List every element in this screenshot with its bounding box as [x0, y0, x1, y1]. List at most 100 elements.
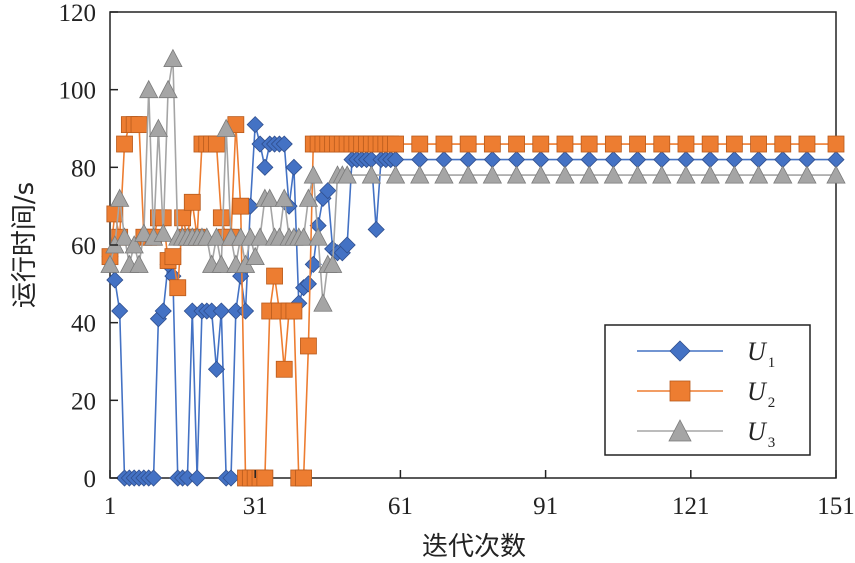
legend-label-subscript: 3 — [768, 435, 776, 451]
data-point-u3 — [110, 188, 130, 207]
data-point-u3 — [652, 165, 672, 184]
x-axis-label: 迭代次数 — [422, 532, 526, 562]
legend: U 1U 2U 3 — [604, 324, 811, 456]
data-point-u1 — [285, 158, 303, 176]
data-point-u3 — [250, 227, 270, 246]
data-point-u2 — [580, 135, 598, 153]
data-point-u3 — [676, 165, 696, 184]
data-point-u3 — [361, 165, 382, 184]
data-point-u3 — [308, 227, 328, 246]
data-point-u2 — [411, 135, 429, 153]
data-point-u3 — [797, 165, 817, 184]
data-point-u3 — [579, 165, 599, 184]
data-point-u1 — [256, 158, 274, 176]
data-point-u1 — [144, 469, 163, 487]
series-layer — [100, 48, 846, 487]
x-tick-label: 1 — [104, 493, 117, 520]
y-tick-label: 60 — [71, 233, 96, 260]
data-point-u3 — [337, 165, 357, 184]
series-u3 — [100, 48, 846, 312]
x-tick-label: 151 — [817, 493, 855, 520]
y-tick-label: 40 — [71, 311, 96, 338]
x-tick-label: 61 — [388, 493, 413, 520]
data-point-u2 — [130, 116, 148, 134]
data-point-u2 — [387, 135, 404, 153]
data-point-u1 — [275, 135, 293, 153]
data-point-u3 — [506, 165, 527, 184]
data-point-u2 — [285, 302, 303, 320]
data-point-u3 — [482, 165, 503, 184]
data-point-u3 — [293, 227, 314, 246]
data-point-u3 — [773, 165, 793, 184]
x-tick-label: 91 — [533, 493, 558, 520]
data-point-u3 — [129, 254, 149, 273]
data-point-u2 — [508, 135, 525, 153]
data-point-u3 — [139, 79, 159, 99]
data-point-u2 — [169, 279, 187, 297]
data-point-u2 — [435, 135, 453, 153]
data-point-u2 — [300, 337, 317, 355]
data-point-u3 — [410, 165, 430, 184]
data-point-u3 — [322, 254, 343, 273]
data-point-u2 — [774, 135, 792, 153]
data-point-u3 — [148, 118, 169, 137]
y-tick-label: 20 — [71, 388, 96, 415]
y-axis-label: 运行时间/s — [10, 182, 40, 308]
data-point-u3 — [627, 165, 648, 184]
y-tick-label: 80 — [71, 155, 96, 182]
data-point-u1 — [111, 302, 129, 320]
data-point-u3 — [158, 79, 178, 99]
data-point-u3 — [206, 227, 227, 246]
x-tick-label: 121 — [672, 493, 710, 520]
data-point-u3 — [748, 165, 769, 184]
data-point-u1 — [106, 271, 124, 289]
data-point-u1 — [338, 236, 356, 254]
data-point-u2 — [174, 209, 192, 227]
data-point-u2 — [208, 135, 225, 153]
data-point-u2 — [532, 135, 550, 153]
data-point-u3 — [458, 165, 478, 184]
data-point-u1 — [207, 360, 226, 378]
y-tick-label: 120 — [59, 0, 97, 27]
data-point-u3 — [303, 165, 323, 184]
series-u1 — [101, 116, 845, 487]
data-point-u3 — [313, 293, 333, 312]
data-point-u3 — [245, 246, 265, 266]
data-point-u2 — [256, 469, 274, 487]
data-point-u3 — [555, 165, 575, 184]
data-point-u2 — [295, 469, 313, 487]
data-point-u2 — [183, 193, 201, 211]
data-point-u3 — [134, 223, 154, 242]
data-point-u1 — [212, 302, 230, 320]
data-point-u3 — [216, 118, 236, 137]
data-point-u3 — [153, 223, 173, 242]
data-point-u2 — [556, 135, 574, 153]
data-point-u2 — [164, 248, 182, 266]
data-point-u2 — [275, 360, 293, 378]
data-point-u3 — [826, 165, 846, 184]
data-point-u3 — [531, 165, 551, 184]
y-tick-label: 0 — [84, 466, 97, 493]
data-point-u3 — [114, 227, 135, 246]
data-point-u1 — [319, 182, 337, 200]
data-point-u2 — [827, 135, 845, 153]
data-point-u3 — [274, 188, 294, 207]
data-point-u3 — [298, 188, 319, 207]
data-point-u1 — [299, 275, 318, 293]
data-point-u2 — [604, 135, 622, 153]
data-point-u3 — [124, 235, 144, 254]
legend-label-subscript: 2 — [768, 395, 776, 411]
y-tick-label: 100 — [59, 78, 97, 105]
data-point-u2 — [483, 135, 501, 153]
data-point-u2 — [653, 135, 671, 153]
data-point-u3 — [385, 165, 406, 184]
data-point-u2 — [266, 267, 283, 285]
data-point-u2 — [212, 209, 230, 227]
data-point-u2 — [629, 135, 646, 153]
data-point-u3 — [211, 254, 231, 273]
data-point-u2 — [677, 135, 695, 153]
data-point-u2 — [725, 135, 743, 153]
